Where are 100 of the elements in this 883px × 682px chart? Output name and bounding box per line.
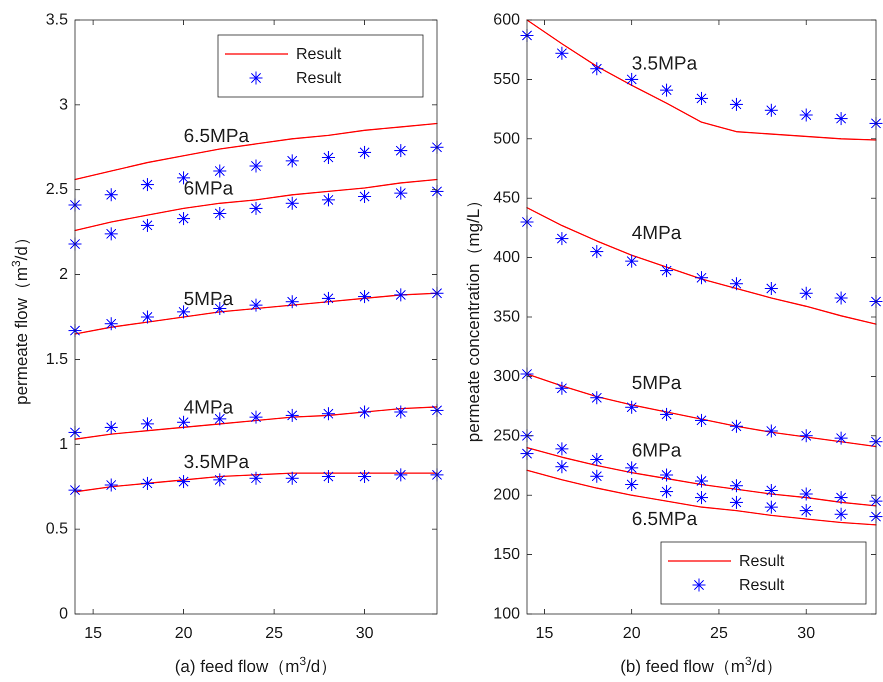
y-tick-label: 2.5 <box>46 181 68 198</box>
annotation: 3.5MPa <box>632 52 698 74</box>
point <box>358 470 372 484</box>
x-tick-label: 20 <box>622 625 641 642</box>
annotation: 4MPa <box>184 396 234 418</box>
point <box>176 474 191 489</box>
point <box>590 390 604 405</box>
point <box>321 291 336 306</box>
point <box>554 381 569 396</box>
point <box>799 504 814 518</box>
x-tick-label: 25 <box>710 625 728 642</box>
point <box>590 62 604 76</box>
point <box>764 500 778 514</box>
point <box>799 286 814 300</box>
y-tick-label: 0 <box>59 606 68 622</box>
point <box>285 471 300 486</box>
y-tick-label: 400 <box>493 249 520 266</box>
point <box>799 108 814 122</box>
y-tick-label: 150 <box>493 546 520 564</box>
point <box>694 91 708 106</box>
x-axis-title: (b) feed flow（m$^{3}$/d） <box>620 654 783 676</box>
y-tick-label: 600 <box>493 12 520 28</box>
line-series <box>74 472 438 492</box>
line-series <box>74 178 438 232</box>
legend-label: Result <box>739 576 785 594</box>
point <box>285 408 300 422</box>
point <box>358 145 372 160</box>
point <box>104 420 118 434</box>
point <box>834 290 848 305</box>
point <box>834 507 848 522</box>
x-axis-title: (a) feed flow（m$^{3}$/d） <box>174 654 338 676</box>
point <box>249 201 263 216</box>
point <box>694 474 708 488</box>
x-tick-label: 30 <box>797 625 816 642</box>
y-tick-label: 0.5 <box>46 520 68 538</box>
point <box>764 281 778 296</box>
y-tick-label: 2 <box>59 266 68 284</box>
y-tick-label: 300 <box>493 368 520 385</box>
y-tick-label: 350 <box>493 308 520 326</box>
point <box>394 186 408 200</box>
y-tick-label: 100 <box>493 606 520 622</box>
point <box>321 192 336 207</box>
point <box>140 310 154 324</box>
point <box>660 484 674 499</box>
y-axis-title: permeate concentration（mg/L） <box>464 192 483 442</box>
x-tick-label: 25 <box>265 625 284 642</box>
point <box>694 413 708 428</box>
y-tick-label: 1 <box>59 436 68 453</box>
point <box>358 190 372 204</box>
point <box>869 494 883 508</box>
point <box>394 144 408 158</box>
point <box>249 298 263 312</box>
point <box>212 206 227 220</box>
point <box>176 415 191 430</box>
point <box>660 468 674 482</box>
point <box>624 72 639 86</box>
point <box>358 405 372 420</box>
point <box>729 97 744 112</box>
x-tick-label: 15 <box>84 625 102 642</box>
point <box>285 154 300 168</box>
point <box>660 83 674 98</box>
line-series <box>526 470 877 526</box>
point <box>394 468 408 482</box>
point <box>764 424 778 438</box>
point <box>729 495 744 510</box>
point <box>729 276 744 291</box>
point <box>104 316 118 331</box>
y-tick-label: 3.5 <box>46 12 68 28</box>
annotation: 6.5MPa <box>632 508 698 530</box>
line-series <box>74 122 438 180</box>
point <box>520 428 534 443</box>
point <box>554 442 569 456</box>
annotation: 5MPa <box>184 288 234 310</box>
point <box>212 164 227 178</box>
point <box>249 471 263 486</box>
point <box>358 290 372 304</box>
point <box>624 254 639 268</box>
point <box>520 367 534 382</box>
point <box>834 112 848 126</box>
point <box>104 478 118 492</box>
point <box>869 434 883 449</box>
annotation: 6MPa <box>184 178 234 199</box>
point <box>660 264 674 278</box>
point <box>590 469 604 484</box>
annotation: 5MPa <box>632 372 682 394</box>
point <box>554 232 569 246</box>
point <box>624 478 639 492</box>
line-series <box>74 292 438 335</box>
x-tick-label: 30 <box>356 625 374 642</box>
point <box>729 419 744 434</box>
point <box>249 410 263 424</box>
y-tick-label: 200 <box>493 486 520 504</box>
point <box>249 158 263 173</box>
point <box>285 196 300 210</box>
point <box>590 452 604 467</box>
point <box>624 400 639 414</box>
line-series <box>526 207 877 325</box>
point <box>321 150 336 164</box>
point <box>394 288 408 302</box>
point <box>176 212 191 226</box>
